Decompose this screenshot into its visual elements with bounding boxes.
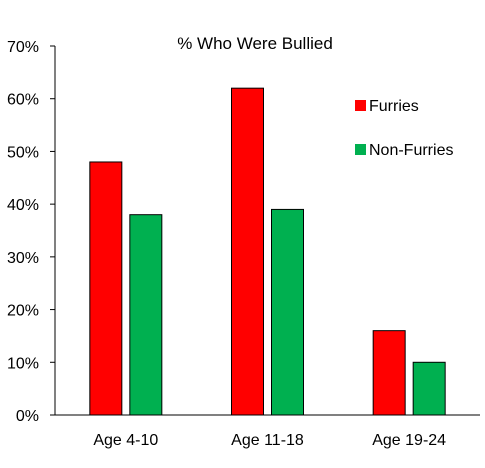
legend-label: Furries [369,98,419,115]
x-category-label: Age 4-10 [93,432,158,449]
bar-non-furries-1 [129,214,163,416]
bar-non-furries-3 [412,361,446,416]
legend-label: Non-Furries [369,142,453,159]
y-tick-label: 70% [7,39,39,56]
y-tick-label: 0% [16,408,39,425]
legend-swatch [355,144,366,155]
y-axis-ticks: 0% 10% 20% 30% 40% 50% 60% 70% [7,39,55,425]
chart-title: % Who Were Bullied [177,34,333,53]
bar-non-furries-2 [271,208,304,416]
bar-furries-3 [372,330,406,416]
category-labels: Age 4-10 Age 11-18 Age 19-24 [93,432,446,449]
bar-group [89,87,446,416]
y-tick-label: 40% [7,197,39,214]
bar-furries-2 [231,87,264,416]
y-tick-label: 60% [7,92,39,109]
y-tick-label: 30% [7,250,39,267]
x-category-label: Age 19-24 [372,432,446,449]
legend: Furries Non-Furries [355,98,453,159]
x-category-label: Age 11-18 [231,432,304,449]
y-tick-label: 50% [7,144,39,161]
legend-swatch [355,100,366,111]
y-tick-label: 10% [7,355,39,372]
bar-furries-1 [89,161,123,416]
y-tick-label: 20% [7,303,39,320]
